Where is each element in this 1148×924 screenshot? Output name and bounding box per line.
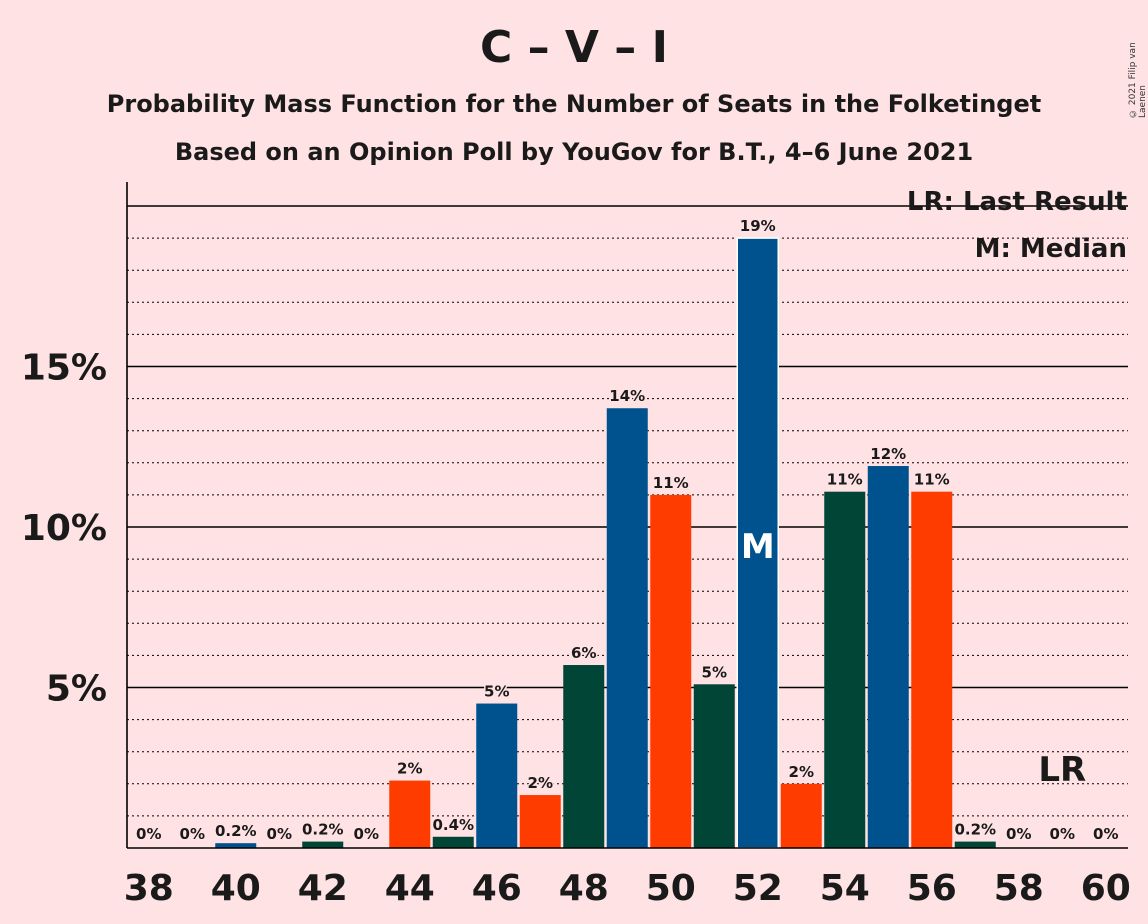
x-tick-label: 46 [472, 868, 522, 909]
bar-value-label: 6% [571, 644, 596, 662]
bar [693, 684, 735, 848]
legend-median: M: Median [975, 234, 1127, 264]
bar-value-label: 11% [653, 474, 689, 492]
bar-value-label: 2% [397, 760, 422, 778]
y-tick-label: 15% [21, 348, 107, 389]
bar-value-label: 5% [484, 683, 509, 701]
x-tick-label: 44 [385, 868, 435, 909]
y-tick-label: 10% [21, 508, 107, 549]
x-tick-label: 52 [733, 868, 783, 909]
bar-value-label: 11% [827, 471, 863, 489]
x-tick-label: 42 [298, 868, 348, 909]
bar [606, 408, 648, 848]
x-tick-label: 54 [820, 868, 870, 909]
x-tick-label: 38 [124, 868, 174, 909]
bar [780, 783, 822, 848]
median-marker: M [741, 527, 775, 567]
bar-value-label: 5% [702, 663, 727, 681]
x-tick-label: 50 [646, 868, 696, 909]
bar-value-label: 14% [609, 387, 645, 405]
bar [215, 843, 257, 848]
chart-subtitle-1: Probability Mass Function for the Number… [106, 90, 1042, 118]
bar-value-label: 0.4% [432, 816, 474, 834]
chart-subtitle-2: Based on an Opinion Poll by YouGov for B… [174, 138, 974, 166]
chart-title: C – V – I [480, 22, 668, 73]
bar-value-label: 0% [136, 825, 161, 843]
bar-value-label: 0.2% [215, 822, 257, 840]
bar-value-label: 2% [528, 774, 553, 792]
bar-value-label: 0% [1093, 825, 1118, 843]
bar-value-label: 12% [870, 445, 906, 463]
bar [911, 491, 953, 848]
bar [736, 237, 779, 849]
bar-value-label: 0% [354, 825, 379, 843]
bar-value-label: 0% [180, 825, 205, 843]
bar-value-label: 19% [740, 217, 776, 235]
y-tick-label: 5% [46, 669, 107, 710]
legend-last-result: LR: Last Result [907, 187, 1127, 217]
bar-value-label: 0.2% [954, 821, 996, 839]
bar-value-label: 0% [1006, 825, 1031, 843]
bar [476, 703, 518, 848]
x-tick-label: 40 [211, 868, 261, 909]
x-tick-label: 56 [907, 868, 957, 909]
bar-value-label: 11% [914, 471, 950, 489]
last-result-marker: LR [1038, 750, 1086, 790]
bar [867, 466, 909, 848]
bar [563, 665, 605, 848]
x-tick-label: 48 [559, 868, 609, 909]
bar [519, 795, 561, 848]
bar [954, 841, 996, 848]
bar-value-label: 2% [789, 763, 814, 781]
bar [432, 836, 474, 848]
bar [650, 494, 692, 848]
bar-value-label: 0% [1050, 825, 1075, 843]
x-tick-label: 58 [994, 868, 1044, 909]
bar-value-label: 0% [267, 825, 292, 843]
bar [389, 780, 431, 848]
x-tick-label: 60 [1081, 868, 1131, 909]
bar-value-label: 0.2% [302, 821, 344, 839]
bar [302, 841, 344, 848]
bar [824, 491, 866, 848]
